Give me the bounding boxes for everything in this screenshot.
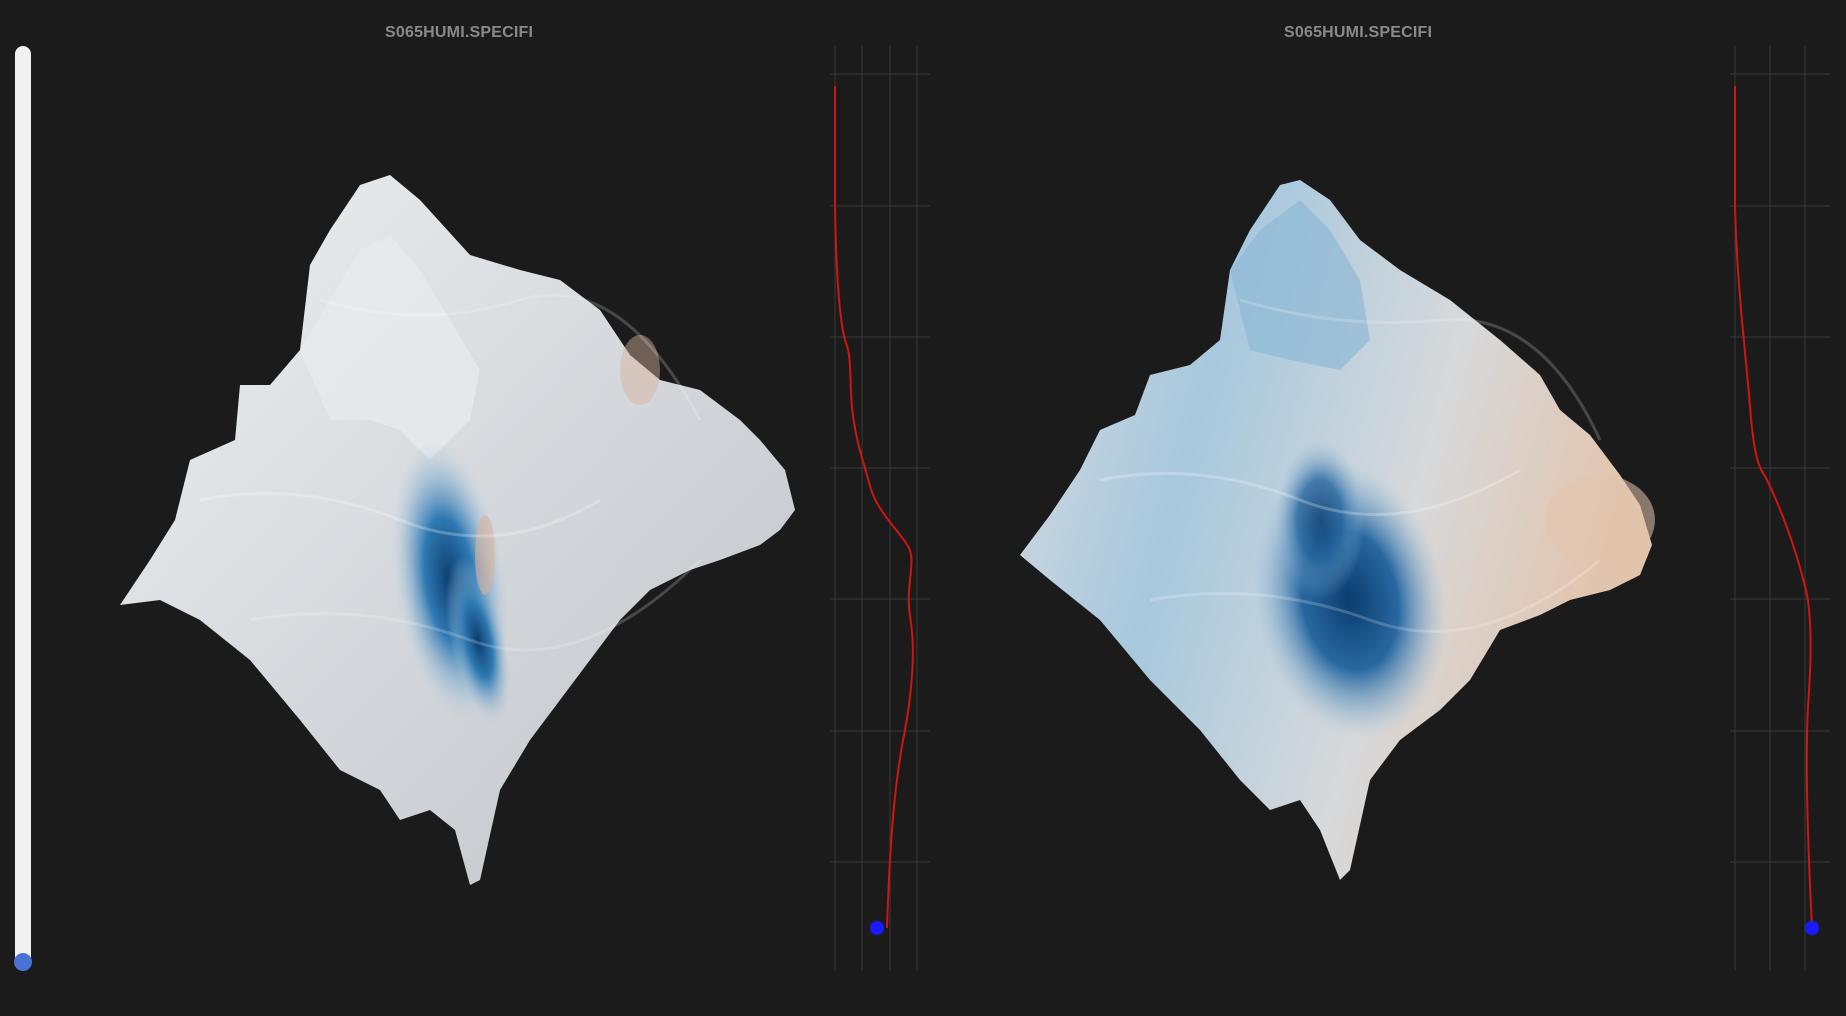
- profile-line-right: [1734, 86, 1813, 929]
- level-slider-thumb[interactable]: [14, 953, 32, 971]
- surface-plot-left[interactable]: [0, 0, 800, 900]
- surface-low-region-left-2: [445, 556, 511, 724]
- surface-plot-right[interactable]: [900, 0, 1700, 900]
- profile-grid-left: [830, 46, 930, 971]
- surface-ridge-left: [300, 235, 480, 460]
- surface-warm-region-left: [475, 515, 495, 595]
- profile-marker-right[interactable]: [1805, 921, 1819, 935]
- profile-line-left: [834, 86, 914, 929]
- profile-marker-left[interactable]: [870, 921, 884, 935]
- panel-right: S065HUMI.SPECIFI: [900, 0, 1830, 1016]
- surface-ridge-right: [1230, 200, 1370, 370]
- panel-title-left: S065HUMI.SPECIFI: [385, 24, 534, 41]
- panel-title-right: S065HUMI.SPECIFI: [1284, 24, 1433, 41]
- vertical-profile-left[interactable]: [825, 46, 935, 976]
- vertical-profile-right[interactable]: [1725, 46, 1835, 976]
- panel-left: S065HUMI.SPECIFI: [0, 0, 930, 1016]
- surface-warm-region-left-2: [620, 335, 660, 405]
- level-slider-track[interactable]: [15, 46, 31, 966]
- surface-low-region-right-2: [1275, 440, 1365, 600]
- surface-warm-region-right: [1545, 475, 1655, 565]
